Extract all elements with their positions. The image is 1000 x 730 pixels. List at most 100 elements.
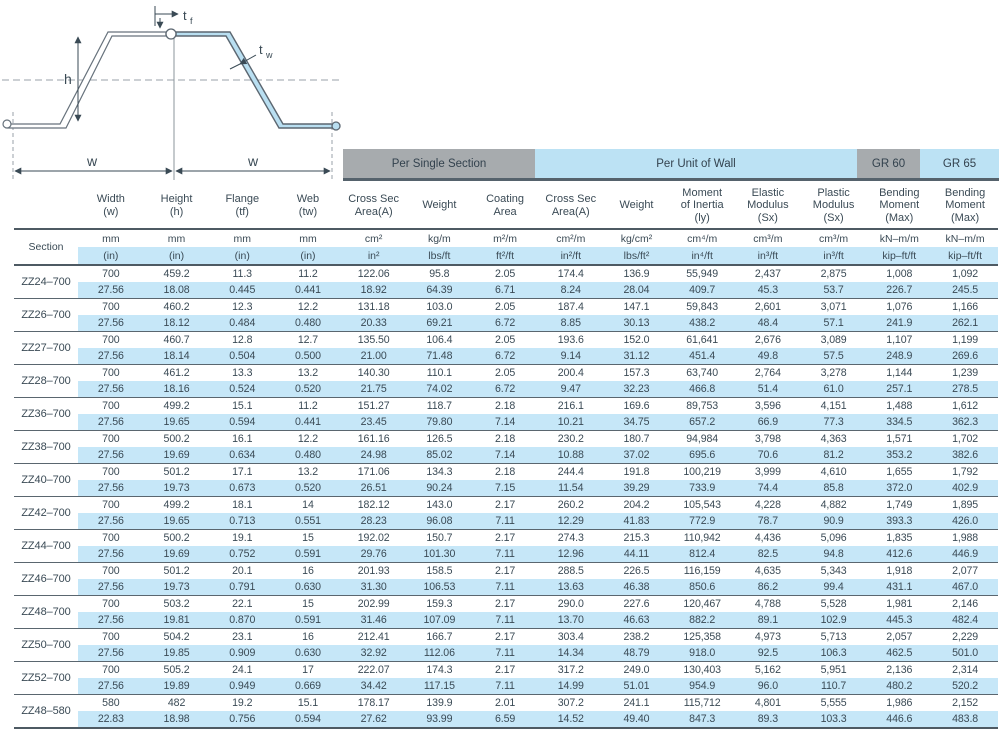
imperial-value-cell: 27.56 xyxy=(78,546,144,563)
imperial-value-cell: 19.69 xyxy=(143,546,210,563)
imperial-value-cell: 462.5 xyxy=(866,645,933,662)
metric-value-cell: 288.5 xyxy=(557,565,584,577)
metric-value-cell: 125,358 xyxy=(683,631,721,643)
imperial-value-cell: 27.56 xyxy=(78,447,144,464)
imperial-unit-cell: in²/ft xyxy=(537,247,604,265)
metric-value-cell: 482 xyxy=(167,697,186,709)
imperial-value-cell: 23.45 xyxy=(340,414,407,431)
imperial-value-cell: 46.63 xyxy=(603,612,670,629)
metric-value-cell: 307.2 xyxy=(557,697,584,709)
metric-value-cell: 700 xyxy=(102,301,120,313)
metric-value-cell: 2,229 xyxy=(952,631,979,643)
imperial-value-cell: 78.7 xyxy=(735,513,801,530)
w-left-label: w xyxy=(86,153,98,169)
imperial-value-cell: 51.4 xyxy=(735,381,801,398)
imperial-value-cell: 446.6 xyxy=(866,711,933,728)
table-row-imperial: 27.56 18.08 0.445 0.441 18.92 64.39 6.71 8.24 28… xyxy=(14,282,998,299)
metric-value-cell: 161.16 xyxy=(357,433,390,445)
imperial-value-cell: 106.53 xyxy=(406,579,473,596)
metric-value-cell: 19.1 xyxy=(232,532,253,544)
metric-value-cell: 157.3 xyxy=(623,367,650,379)
imperial-value-cell: 112.06 xyxy=(406,645,473,662)
imperial-value-cell: 107.09 xyxy=(406,612,473,629)
imperial-value-cell: 0.594 xyxy=(275,711,341,728)
imperial-value-cell: 57.5 xyxy=(800,348,867,365)
metric-value-cell: 1,655 xyxy=(886,466,913,478)
metric-value-cell: 260.2 xyxy=(557,499,584,511)
metric-value-cell: 1,612 xyxy=(952,400,979,412)
imperial-value-cell: 53.7 xyxy=(800,282,867,299)
imperial-value-cell: 520.2 xyxy=(932,678,998,695)
metric-value-cell: 501.2 xyxy=(163,565,190,577)
metric-value-cell: 2.17 xyxy=(494,664,516,676)
imperial-value-cell: 27.56 xyxy=(78,612,144,629)
metric-value-cell: 166.7 xyxy=(426,631,453,643)
imperial-value-cell: 9.47 xyxy=(537,381,604,398)
metric-unit-cell: cm³/m xyxy=(819,232,849,245)
imperial-value-cell: 8.24 xyxy=(537,282,604,299)
imperial-value-cell: 257.1 xyxy=(866,381,933,398)
imperial-value-cell: 21.75 xyxy=(340,381,407,398)
imperial-value-cell: 7.11 xyxy=(472,546,538,563)
imperial-value-cell: 501.0 xyxy=(932,645,998,662)
imperial-value-cell: 27.56 xyxy=(78,282,144,299)
metric-value-cell: 700 xyxy=(102,334,120,346)
imperial-value-cell: 0.524 xyxy=(209,381,276,398)
group-per-unit-of-wall: Per Unit of Wall xyxy=(535,149,857,178)
metric-value-cell: 12.3 xyxy=(232,301,253,313)
table-row-imperial: 27.56 18.14 0.504 0.500 21.00 71.48 6.72 9.14 31… xyxy=(14,348,998,365)
metric-value-cell: 5,096 xyxy=(820,532,847,544)
metric-value-cell: 1,144 xyxy=(886,367,913,379)
metric-value-cell: 94,984 xyxy=(686,433,719,445)
imperial-value-cell: 27.56 xyxy=(78,414,144,431)
section-name-cell: ZZ38–700 xyxy=(14,430,78,464)
metric-value-cell: 147.1 xyxy=(623,301,650,313)
metric-unit-cell: kg/m xyxy=(427,232,451,245)
column-title: Elastic Modulus (Sx) xyxy=(747,186,789,224)
imperial-value-cell: 0.756 xyxy=(209,711,276,728)
imperial-value-cell: 245.5 xyxy=(932,282,998,299)
metric-value-cell: 500.2 xyxy=(163,532,190,544)
metric-value-cell: 16 xyxy=(302,565,314,577)
imperial-value-cell: 10.21 xyxy=(537,414,604,431)
imperial-value-cell: 409.7 xyxy=(669,282,736,299)
imperial-value-cell: 27.56 xyxy=(78,480,144,497)
metric-value-cell: 120,467 xyxy=(683,598,721,610)
metric-value-cell: 700 xyxy=(102,367,120,379)
h-dimension-label: h xyxy=(64,71,72,87)
metric-value-cell: 13.2 xyxy=(297,466,319,478)
table-row-metric: ZZ27–700 700 460.7 12.8 12.7 135.50 106.4 2.05 1… xyxy=(14,331,998,365)
metric-value-cell: 1,835 xyxy=(886,532,913,544)
metric-value-cell: 2.17 xyxy=(494,565,516,577)
metric-value-cell: 2.05 xyxy=(494,301,516,313)
z-profile-diagram: h t f t w w w xyxy=(2,6,341,180)
metric-value-cell: 1,895 xyxy=(952,499,979,511)
imperial-value-cell: 27.56 xyxy=(78,348,144,365)
imperial-unit-cell: (in) xyxy=(275,247,341,265)
column-title: Moment of Inertia (ly) xyxy=(680,186,724,224)
metric-value-cell: 106.4 xyxy=(426,334,453,346)
table-row-metric: ZZ48–700 700 503.2 22.1 15 202.99 159.3 2.17 290… xyxy=(14,595,998,629)
imperial-value-cell: 44.11 xyxy=(603,546,670,563)
imperial-value-cell: 81.2 xyxy=(800,447,867,464)
imperial-value-cell: 85.8 xyxy=(800,480,867,497)
table-row-metric: ZZ50–700 700 504.2 23.1 16 212.41 166.7 2.17 303… xyxy=(14,628,998,662)
imperial-value-cell: 49.40 xyxy=(603,711,670,728)
imperial-value-cell: 0.752 xyxy=(209,546,276,563)
metric-value-cell: 3,071 xyxy=(820,301,847,313)
metric-value-cell: 3,278 xyxy=(820,367,847,379)
metric-value-cell: 700 xyxy=(102,400,120,412)
imperial-value-cell: 480.2 xyxy=(866,678,933,695)
metric-value-cell: 12.2 xyxy=(297,433,319,445)
imperial-value-cell: 0.445 xyxy=(209,282,276,299)
metric-value-cell: 116,159 xyxy=(683,565,721,577)
metric-value-cell: 227.6 xyxy=(623,598,650,610)
metric-value-cell: 222.07 xyxy=(357,664,390,676)
imperial-value-cell: 451.4 xyxy=(669,348,736,365)
imperial-value-cell: 0.630 xyxy=(275,579,341,596)
metric-value-cell: 193.6 xyxy=(557,334,584,346)
metric-value-cell: 700 xyxy=(102,532,120,544)
metric-value-cell: 159.3 xyxy=(426,598,453,610)
imperial-value-cell: 918.0 xyxy=(669,645,736,662)
metric-value-cell: 95.8 xyxy=(429,268,450,280)
